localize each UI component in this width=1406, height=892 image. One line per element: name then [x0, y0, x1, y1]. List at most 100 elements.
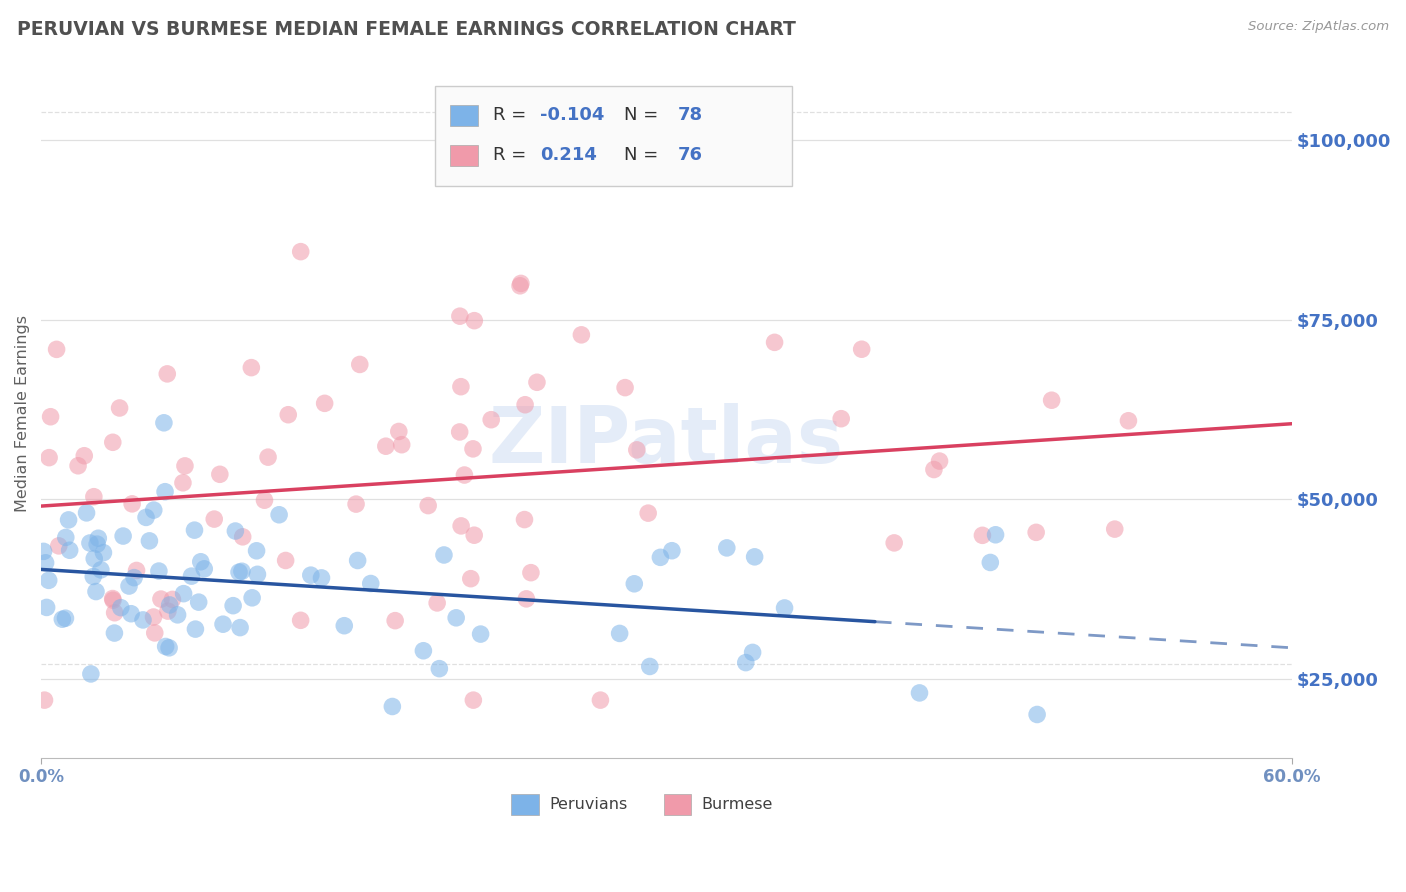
Point	[172, 475, 194, 490]
Point	[360, 576, 382, 591]
Point	[290, 244, 312, 259]
Point	[1025, 525, 1047, 540]
Point	[51, 612, 73, 626]
Point	[240, 360, 263, 375]
Point	[744, 549, 766, 564]
Point	[453, 468, 475, 483]
Point	[38, 574, 60, 588]
Point	[38, 450, 60, 465]
Point	[426, 596, 449, 610]
Point	[614, 381, 637, 395]
Text: Peruvians: Peruvians	[548, 797, 627, 812]
Point	[450, 519, 472, 533]
Point	[461, 442, 484, 456]
Point	[120, 607, 142, 621]
Point	[34, 556, 56, 570]
Point	[741, 645, 763, 659]
FancyBboxPatch shape	[450, 145, 478, 166]
Point	[135, 510, 157, 524]
Point	[212, 617, 235, 632]
Point	[569, 327, 592, 342]
Point	[184, 622, 207, 636]
Point	[121, 497, 143, 511]
Point	[87, 531, 110, 545]
Point	[156, 367, 179, 381]
Point	[222, 599, 245, 613]
Point	[773, 601, 796, 615]
Point	[883, 536, 905, 550]
Point	[83, 490, 105, 504]
Point	[623, 576, 645, 591]
Point	[290, 613, 312, 627]
Point	[638, 659, 661, 673]
Point	[148, 564, 170, 578]
Text: Burmese: Burmese	[702, 797, 773, 812]
Text: N =: N =	[624, 145, 658, 163]
Point	[344, 497, 367, 511]
Text: N =: N =	[624, 105, 658, 124]
Point	[269, 508, 291, 522]
Point	[82, 569, 104, 583]
Point	[513, 398, 536, 412]
Point	[48, 539, 70, 553]
Point	[208, 467, 231, 482]
Point	[193, 562, 215, 576]
Point	[299, 568, 322, 582]
Text: R =: R =	[492, 145, 526, 163]
Point	[626, 442, 648, 457]
Point	[93, 546, 115, 560]
Point	[661, 543, 683, 558]
Point	[908, 686, 931, 700]
Point	[162, 592, 184, 607]
Point	[509, 277, 531, 291]
Point	[637, 506, 659, 520]
Point	[449, 309, 471, 323]
Point	[450, 380, 472, 394]
Point	[142, 610, 165, 624]
Point	[922, 462, 945, 476]
Point	[374, 439, 396, 453]
Point	[35, 600, 58, 615]
Point	[972, 528, 994, 542]
Point	[589, 693, 612, 707]
Point	[246, 567, 269, 582]
Point	[55, 530, 77, 544]
Point	[174, 458, 197, 473]
Point	[45, 343, 67, 357]
Text: -0.104: -0.104	[540, 105, 605, 124]
Point	[830, 411, 852, 425]
Y-axis label: Median Female Earnings: Median Female Earnings	[15, 315, 30, 511]
Point	[388, 425, 411, 439]
Point	[513, 512, 536, 526]
Point	[80, 667, 103, 681]
Point	[58, 513, 80, 527]
Point	[76, 506, 98, 520]
Point	[180, 569, 202, 583]
Point	[444, 611, 467, 625]
Point	[84, 584, 107, 599]
Point	[479, 413, 502, 427]
Point	[314, 396, 336, 410]
Point	[73, 449, 96, 463]
Text: R =: R =	[492, 105, 526, 124]
Point	[103, 626, 125, 640]
Point	[83, 551, 105, 566]
Point	[520, 566, 543, 580]
Point	[984, 528, 1007, 542]
Point	[142, 503, 165, 517]
Point	[240, 591, 263, 605]
Point	[346, 553, 368, 567]
Point	[716, 541, 738, 555]
Point	[463, 528, 485, 542]
Point	[734, 656, 756, 670]
Point	[463, 693, 485, 707]
Point	[412, 644, 434, 658]
Point	[59, 543, 82, 558]
Point	[187, 595, 209, 609]
Point	[159, 598, 181, 612]
Point	[232, 530, 254, 544]
Point	[427, 662, 450, 676]
FancyBboxPatch shape	[512, 794, 538, 814]
Point	[381, 699, 404, 714]
Point	[79, 536, 101, 550]
